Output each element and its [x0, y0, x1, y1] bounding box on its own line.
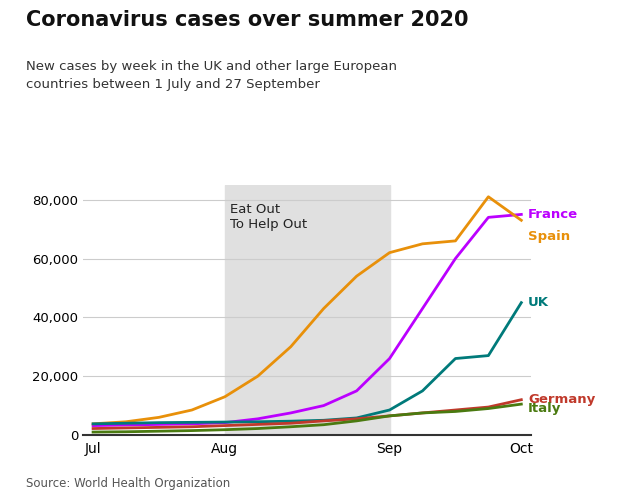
- Text: UK: UK: [528, 296, 549, 309]
- Text: Italy: Italy: [528, 402, 561, 415]
- Bar: [225, 185, 390, 435]
- Text: Source: World Health Organization: Source: World Health Organization: [26, 477, 230, 490]
- Text: Spain: Spain: [528, 230, 570, 243]
- Text: Eat Out
To Help Out: Eat Out To Help Out: [230, 202, 307, 230]
- Text: Coronavirus cases over summer 2020: Coronavirus cases over summer 2020: [26, 10, 468, 30]
- Text: Germany: Germany: [528, 393, 595, 406]
- Text: New cases by week in the UK and other large European
countries between 1 July an: New cases by week in the UK and other la…: [26, 60, 397, 91]
- Text: BBC: BBC: [552, 468, 593, 486]
- Text: France: France: [528, 208, 578, 221]
